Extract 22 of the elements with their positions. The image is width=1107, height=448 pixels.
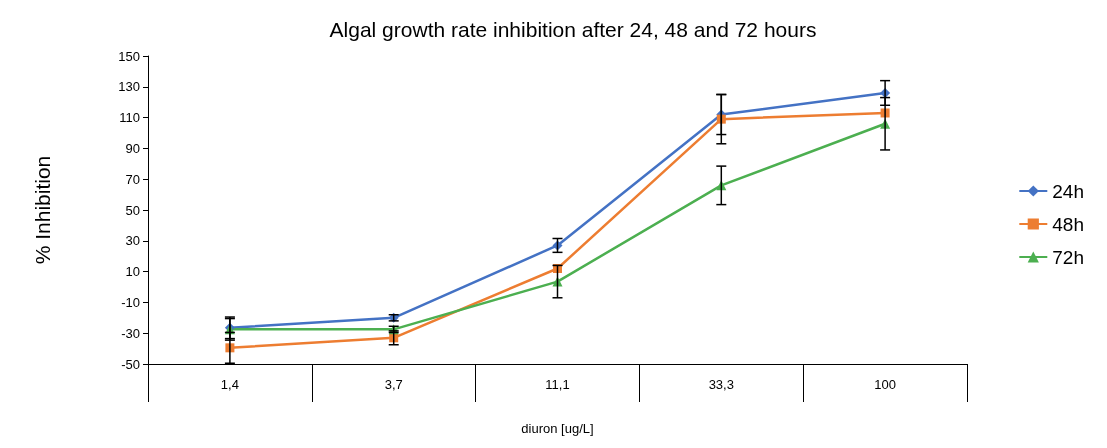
y-tick-label: 90	[125, 140, 140, 156]
x-tick-label: 33,3	[708, 377, 734, 392]
chart-title: Algal growth rate inhibition after 24, 48 and 72 hours	[329, 18, 817, 41]
y-tick-label: 10	[125, 264, 140, 280]
y-tick-label: 150	[118, 48, 140, 64]
y-axis-title: % Inhibition	[31, 155, 54, 265]
x-axis-title: diuron [ug/L]	[521, 421, 594, 436]
y-tick-label: 30	[125, 233, 140, 249]
y-tick-label: 110	[119, 110, 140, 126]
y-tick-label: 50	[125, 202, 140, 218]
y-tick-label: -30	[121, 325, 140, 341]
legend-label: 72h	[1052, 246, 1084, 268]
y-tick-label: 70	[125, 171, 140, 187]
y-tick-label: 130	[118, 79, 140, 95]
legend-label: 48h	[1052, 213, 1084, 235]
x-tick-label: 1,4	[220, 377, 239, 392]
x-tick-label: 3,7	[384, 377, 403, 392]
y-tick-label: -10	[121, 294, 140, 310]
x-tick-label: 100	[874, 377, 896, 392]
legend-label: 24h	[1052, 180, 1084, 202]
x-tick-label: 11,1	[545, 377, 570, 392]
y-tick-label: -50	[121, 356, 140, 372]
